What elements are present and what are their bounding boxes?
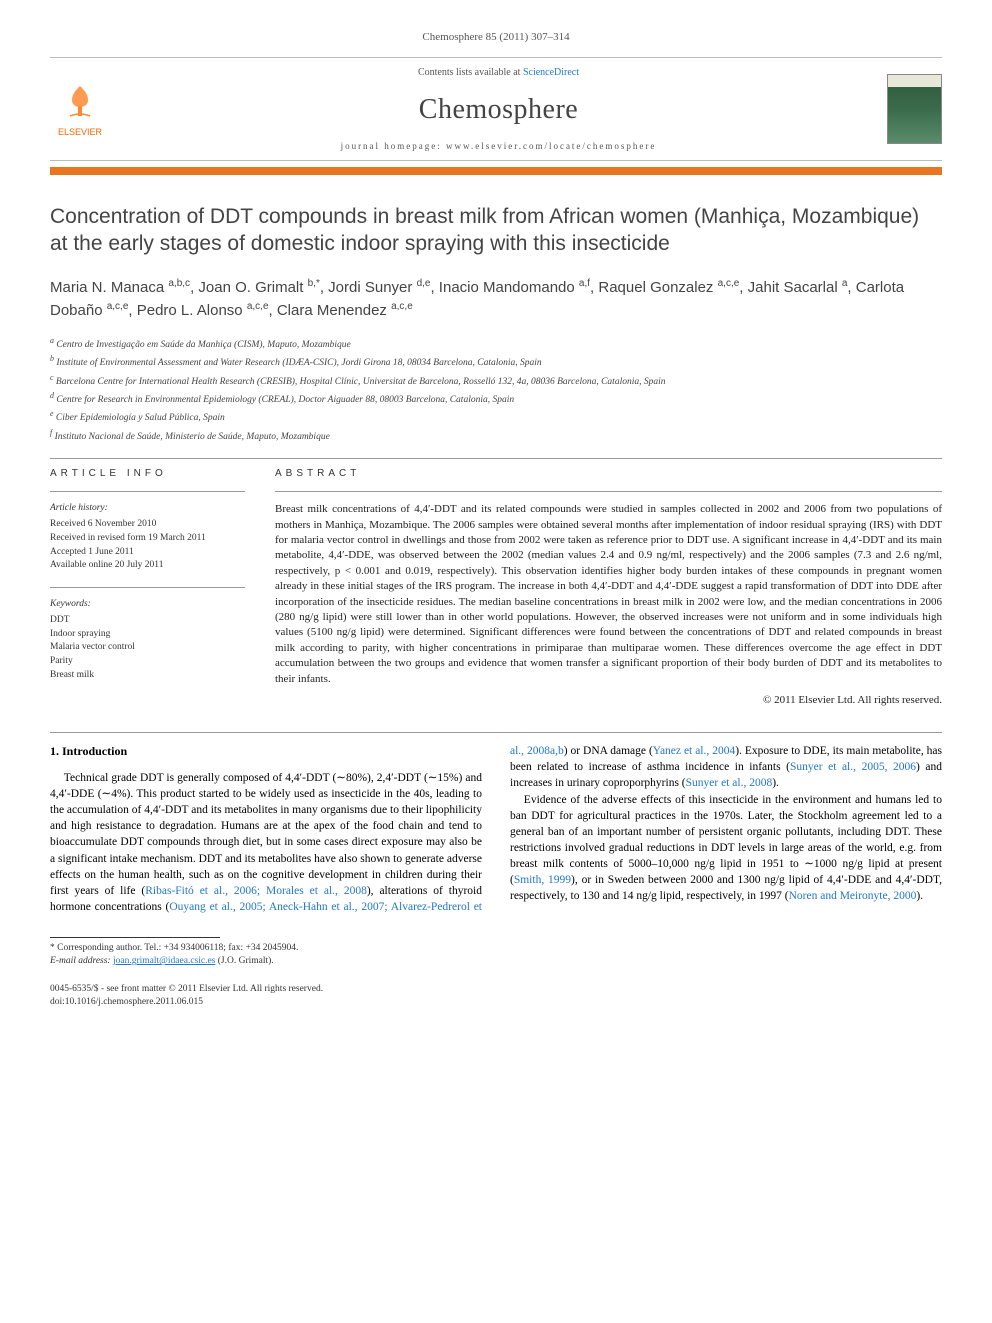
affiliation-line: c Barcelona Centre for International Hea… bbox=[50, 372, 942, 389]
divider bbox=[50, 491, 245, 492]
elsevier-name: ELSEVIER bbox=[58, 126, 102, 139]
corresponding-author: * Corresponding author. Tel.: +34 934006… bbox=[50, 942, 496, 955]
article-info-heading: ARTICLE INFO bbox=[50, 467, 245, 481]
keywords-block: Keywords: DDTIndoor sprayingMalaria vect… bbox=[50, 598, 245, 683]
article-history: Article history: Received 6 November 201… bbox=[50, 502, 245, 573]
keyword: Breast milk bbox=[50, 669, 245, 683]
section-heading-intro: 1. Introduction bbox=[50, 743, 482, 760]
text: ) or DNA damage ( bbox=[564, 745, 653, 757]
keyword: Indoor spraying bbox=[50, 628, 245, 642]
affiliation-line: a Centro de Investigação em Saúde da Man… bbox=[50, 335, 942, 352]
citation-link[interactable]: Yanez et al., 2004 bbox=[653, 745, 735, 757]
history-line: Available online 20 July 2011 bbox=[50, 559, 245, 573]
affiliation-line: e Ciber Epidemiología y Salud Pública, S… bbox=[50, 408, 942, 425]
contents-prefix: Contents lists available at bbox=[418, 67, 523, 78]
footer-row: 0045-6535/$ - see front matter © 2011 El… bbox=[50, 983, 942, 1010]
affiliation-line: d Centre for Research in Environmental E… bbox=[50, 390, 942, 407]
journal-citation: Chemosphere 85 (2011) 307–314 bbox=[50, 30, 942, 45]
citation-link[interactable]: Smith, 1999 bbox=[514, 874, 571, 886]
article-info: ARTICLE INFO Article history: Received 6… bbox=[50, 467, 245, 708]
text: ). bbox=[772, 777, 779, 789]
abstract-column: ABSTRACT Breast milk concentrations of 4… bbox=[275, 467, 942, 708]
footer-left: 0045-6535/$ - see front matter © 2011 El… bbox=[50, 983, 323, 1010]
journal-homepage: journal homepage: www.elsevier.com/locat… bbox=[110, 140, 887, 153]
journal-name: Chemosphere bbox=[110, 90, 887, 129]
keyword: Malaria vector control bbox=[50, 641, 245, 655]
front-matter: 0045-6535/$ - see front matter © 2011 El… bbox=[50, 983, 323, 996]
divider bbox=[275, 491, 942, 492]
corresponding-email-line: E-mail address: joan.grimalt@idaea.csic.… bbox=[50, 955, 496, 968]
divider bbox=[50, 732, 942, 733]
history-label: Article history: bbox=[50, 502, 245, 516]
elsevier-tree-icon bbox=[58, 80, 102, 124]
elsevier-logo: ELSEVIER bbox=[50, 77, 110, 142]
affiliation-line: f Instituto Nacional de Saúde, Ministeri… bbox=[50, 427, 942, 444]
history-line: Accepted 1 June 2011 bbox=[50, 546, 245, 560]
divider bbox=[50, 458, 942, 459]
affiliation-line: b Institute of Environmental Assessment … bbox=[50, 353, 942, 370]
authors-list: Maria N. Manaca a,b,c, Joan O. Grimalt b… bbox=[50, 276, 942, 323]
accent-bar bbox=[50, 167, 942, 175]
divider bbox=[50, 587, 245, 588]
text: Evidence of the adverse effects of this … bbox=[510, 794, 942, 886]
homepage-prefix: journal homepage: bbox=[341, 141, 446, 151]
divider bbox=[50, 937, 220, 938]
abstract-copyright: © 2011 Elsevier Ltd. All rights reserved… bbox=[275, 693, 942, 708]
info-abstract-row: ARTICLE INFO Article history: Received 6… bbox=[50, 467, 942, 708]
journal-header: ELSEVIER Contents lists available at Sci… bbox=[50, 57, 942, 161]
contents-available: Contents lists available at ScienceDirec… bbox=[110, 66, 887, 80]
text: Technical grade DDT is generally compose… bbox=[50, 772, 482, 897]
citation-link[interactable]: Sunyer et al., 2005, 2006 bbox=[790, 761, 916, 773]
keywords-label: Keywords: bbox=[50, 598, 245, 612]
intro-paragraph-2: Evidence of the adverse effects of this … bbox=[510, 792, 942, 905]
abstract-text: Breast milk concentrations of 4,4′-DDT a… bbox=[275, 502, 942, 687]
sciencedirect-link[interactable]: ScienceDirect bbox=[523, 67, 579, 78]
citation-link[interactable]: Sunyer et al., 2008 bbox=[686, 777, 773, 789]
journal-cover-thumb bbox=[887, 74, 942, 144]
history-line: Received in revised form 19 March 2011 bbox=[50, 532, 245, 546]
header-center: Contents lists available at ScienceDirec… bbox=[110, 66, 887, 152]
email-who: (J.O. Grimalt). bbox=[215, 956, 273, 966]
abstract-heading: ABSTRACT bbox=[275, 467, 942, 481]
footer-block: * Corresponding author. Tel.: +34 934006… bbox=[50, 937, 942, 1009]
article-title: Concentration of DDT compounds in breast… bbox=[50, 203, 942, 258]
keyword: Parity bbox=[50, 655, 245, 669]
affiliations: a Centro de Investigação em Saúde da Man… bbox=[50, 335, 942, 444]
body-columns: 1. Introduction Technical grade DDT is g… bbox=[50, 743, 942, 915]
history-line: Received 6 November 2010 bbox=[50, 518, 245, 532]
keyword: DDT bbox=[50, 614, 245, 628]
text: ). bbox=[916, 890, 923, 902]
citation-link[interactable]: Ribas-Fitó et al., 2006; Morales et al.,… bbox=[145, 885, 367, 897]
homepage-url: www.elsevier.com/locate/chemosphere bbox=[446, 141, 656, 151]
email-link[interactable]: joan.grimalt@idaea.csic.es bbox=[113, 956, 215, 966]
email-label: E-mail address: bbox=[50, 956, 113, 966]
citation-link[interactable]: Noren and Meironyte, 2000 bbox=[789, 890, 917, 902]
doi: doi:10.1016/j.chemosphere.2011.06.015 bbox=[50, 996, 323, 1009]
